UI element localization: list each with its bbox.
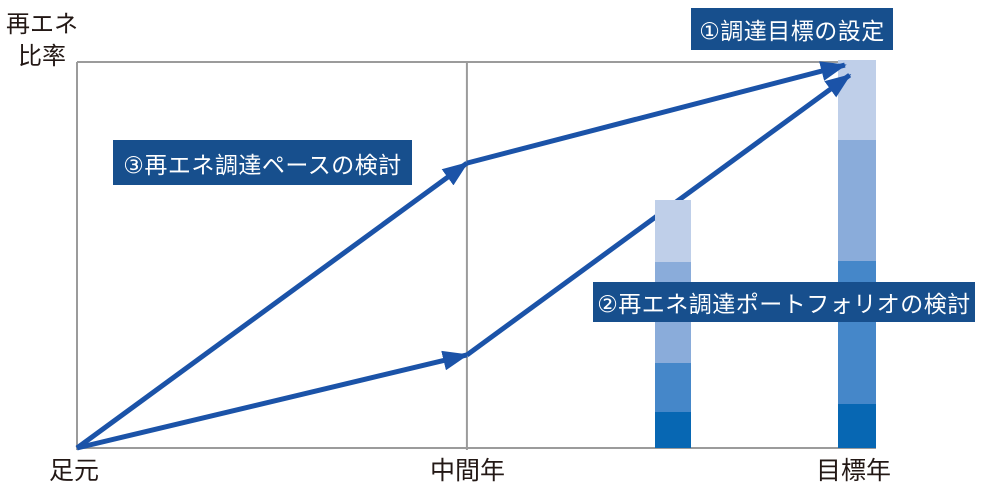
callout-procurement-pace: ③再エネ調達ペースの検討 <box>113 140 412 185</box>
arrow-upper-pace-leg-2 <box>466 61 847 166</box>
callout-procurement-goal: ①調達目標の設定 <box>691 8 893 50</box>
bar-segment <box>655 199 692 262</box>
callout-procurement-portfolio: ②再エネ調達ポートフォリオの検討 <box>593 282 975 322</box>
y-axis-label: 再エネ 比率 <box>0 9 84 73</box>
x-tick-intermediate-year: 中間年 <box>430 457 506 485</box>
x-tick-target-year: 目標年 <box>816 457 892 485</box>
bar-target-year-portfolio <box>837 60 876 448</box>
bar-intermediate-year-portfolio <box>655 199 692 448</box>
x-tick-current-year: 足元 <box>49 457 100 485</box>
bar-segment <box>837 403 876 448</box>
arrow-upper-pace-leg-1 <box>75 161 469 451</box>
bar-segment <box>655 363 692 413</box>
bar-segment <box>837 140 876 262</box>
bar-segment <box>655 412 692 448</box>
y-axis-label-line2: 比率 <box>18 43 66 70</box>
y-axis-label-line1: 再エネ <box>6 11 78 38</box>
arrow-lower-pace-leg-1 <box>76 350 469 451</box>
